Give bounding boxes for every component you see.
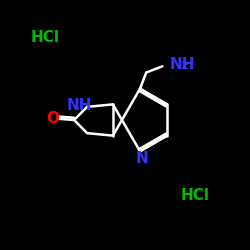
Text: NH: NH — [170, 57, 195, 72]
Text: N: N — [136, 151, 148, 166]
Text: O: O — [46, 111, 59, 126]
Text: NH: NH — [66, 98, 92, 113]
Text: 2: 2 — [180, 61, 188, 71]
Text: HCl: HCl — [30, 30, 60, 45]
Text: HCl: HCl — [180, 188, 210, 202]
